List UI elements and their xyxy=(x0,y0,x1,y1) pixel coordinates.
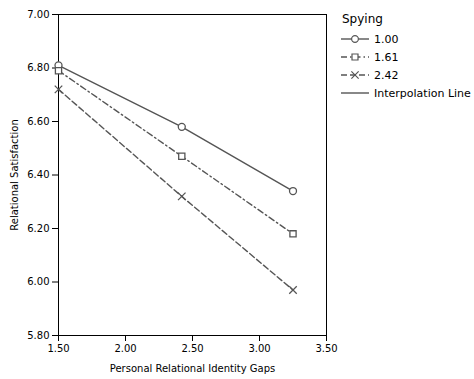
html-text:Interpolation Line: Interpolation Line xyxy=(374,86,471,100)
html-text:1.61: 1.61 xyxy=(374,50,399,64)
svg-text:3.50: 3.50 xyxy=(315,343,337,354)
svg-text:6.60: 6.60 xyxy=(27,116,49,127)
svg-text:7.00: 7.00 xyxy=(27,9,49,20)
svg-text:1.50: 1.50 xyxy=(47,343,69,354)
svg-text:6.40: 6.40 xyxy=(27,169,49,180)
html-text:Spying: Spying xyxy=(342,12,383,26)
svg-text:6.20: 6.20 xyxy=(27,223,49,234)
svg-text:3.00: 3.00 xyxy=(248,343,270,354)
html-text:1.00: 1.00 xyxy=(374,32,399,46)
html-text:2.42: 2.42 xyxy=(374,68,399,82)
svg-text:5.80: 5.80 xyxy=(27,330,49,341)
svg-text:2.50: 2.50 xyxy=(181,343,203,354)
svg-text:2.00: 2.00 xyxy=(114,343,136,354)
svg-text:6.00: 6.00 xyxy=(27,276,49,287)
svg-text:6.80: 6.80 xyxy=(27,62,49,73)
svg-text:Relational Satisfaction: Relational Satisfaction xyxy=(9,119,20,230)
svg-text:Personal Relational Identity G: Personal Relational Identity Gaps xyxy=(110,363,275,374)
